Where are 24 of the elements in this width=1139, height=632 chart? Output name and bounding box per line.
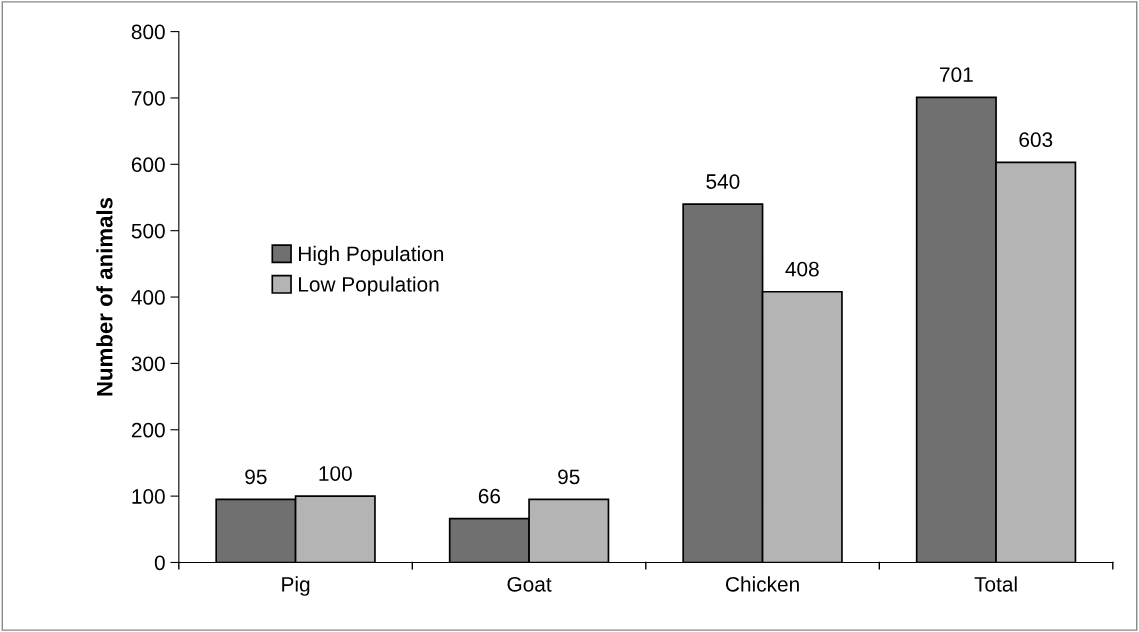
y-tick-label: 200 xyxy=(131,422,165,438)
x-tick-label: Goat xyxy=(507,576,552,592)
legend-label: High Population xyxy=(299,245,444,266)
data-label: 95 xyxy=(558,469,580,485)
x-tick-label: Pig xyxy=(282,576,310,596)
data-label: 408 xyxy=(785,261,819,277)
data-label: 95 xyxy=(245,469,267,485)
y-tick-label: 500 xyxy=(131,223,165,239)
data-label: 100 xyxy=(319,466,352,481)
data-label: 603 xyxy=(1019,132,1053,148)
data-label: 540 xyxy=(706,174,740,189)
y-tick-label: 400 xyxy=(131,290,165,305)
y-tick-label: 0 xyxy=(154,555,165,571)
y-tick-label: 800 xyxy=(131,24,165,40)
y-axis-title: Number of animals xyxy=(96,197,113,396)
legend-label: Low Population xyxy=(299,276,439,296)
y-tick-label: 700 xyxy=(131,90,165,106)
y-tick-label: 300 xyxy=(131,356,165,372)
data-label: 701 xyxy=(940,67,973,83)
x-tick-label: Chicken xyxy=(725,576,799,592)
data-label: 66 xyxy=(478,488,501,504)
y-tick-label: 600 xyxy=(131,157,165,173)
y-tick-label: 100 xyxy=(132,489,165,504)
x-tick-label: Total xyxy=(974,576,1017,592)
